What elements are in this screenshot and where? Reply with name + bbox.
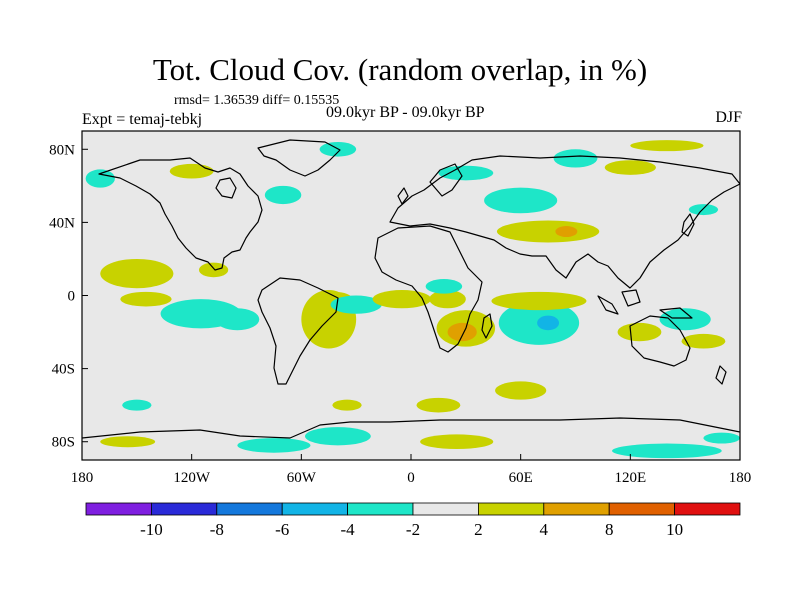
- anomaly-region: [332, 399, 362, 411]
- anomaly-region: [100, 436, 156, 448]
- anomaly-region: [555, 226, 578, 238]
- anomaly-region: [447, 322, 477, 342]
- y-tick-label: 40S: [52, 362, 75, 378]
- colorbar-label: 8: [605, 520, 614, 539]
- x-tick-label: 60E: [509, 470, 533, 486]
- coastline-antarctica: [82, 417, 740, 439]
- x-tick-label: 180: [71, 470, 94, 486]
- anomaly-region: [304, 427, 371, 446]
- anomaly-region: [372, 290, 432, 309]
- colorbar: -10 -8 -6 -4 -2 2 4 8 10: [85, 502, 741, 539]
- anomaly-region: [198, 262, 229, 278]
- anomaly-region: [495, 381, 547, 400]
- anomaly-region: [681, 333, 726, 349]
- coastline-greenland: [257, 139, 341, 177]
- y-tick-label: 40N: [49, 215, 75, 231]
- season-label: DJF: [715, 109, 742, 126]
- colorbar-bin: [150, 502, 218, 516]
- coastline-north-america: [98, 157, 263, 271]
- anomaly-region: [496, 220, 600, 243]
- y-tick-label: 80N: [49, 142, 75, 158]
- coastline-new-guinea: [659, 307, 693, 319]
- anomaly-region: [604, 160, 656, 175]
- colorbar-label: -2: [406, 520, 420, 539]
- coastline-borneo: [621, 289, 641, 307]
- coastline-eurasia: [389, 155, 740, 289]
- colorbar-bin: [608, 502, 676, 516]
- anomaly-region: [630, 140, 704, 152]
- colorbar-label: -4: [341, 520, 356, 539]
- colorbar-bin: [347, 502, 414, 516]
- colorbar-bin: [477, 502, 545, 516]
- colorbar-bin: [216, 502, 283, 516]
- colorbar-bin: [85, 502, 152, 516]
- anomaly-region: [169, 163, 214, 179]
- period-label: 09.0kyr BP - 09.0kyr BP: [326, 104, 485, 121]
- coastline-layer: [82, 139, 740, 439]
- x-tick-label: 120W: [173, 470, 211, 486]
- anomaly-region: [330, 295, 382, 314]
- rmsd-diff-label: rmsd= 1.36539 diff= 0.15535: [174, 93, 340, 108]
- colorbar-label: 4: [540, 520, 549, 539]
- coastline-south-america: [257, 277, 339, 385]
- anomaly-region: [416, 397, 461, 413]
- colorbar-label: -6: [275, 520, 289, 539]
- anomaly-region: [553, 149, 598, 168]
- colorbar-label: -10: [140, 520, 163, 539]
- anomaly-region: [659, 308, 711, 331]
- x-tick-label: 180: [729, 470, 752, 486]
- colorbar-label: -8: [210, 520, 224, 539]
- anomaly-region: [85, 169, 115, 188]
- colorbar-bin: [543, 502, 610, 516]
- coastline-british-isles: [397, 187, 409, 205]
- anomaly-region: [420, 434, 494, 450]
- colorbar-label: 10: [666, 520, 683, 539]
- colorbar-bin: [412, 502, 479, 516]
- coastline-africa: [374, 225, 483, 353]
- coastline-scandinavia: [429, 163, 463, 197]
- anomaly-region: [612, 443, 722, 459]
- x-tick-label: 60W: [287, 470, 317, 486]
- coastline-sumatra: [597, 295, 619, 315]
- anomaly-region: [537, 315, 560, 331]
- x-tick-label: 120E: [614, 470, 646, 486]
- anomaly-layer: [85, 140, 740, 459]
- colorbar-bin: [674, 502, 741, 516]
- coastline-japan: [681, 213, 695, 237]
- anomaly-region: [122, 399, 152, 411]
- anomaly-region: [617, 322, 662, 342]
- anomaly-region: [120, 291, 172, 307]
- anomaly-region: [100, 258, 174, 289]
- y-tick-label: 0: [68, 289, 76, 305]
- anomaly-region: [237, 438, 311, 453]
- anomaly-region: [491, 291, 587, 311]
- anomaly-region: [703, 432, 740, 444]
- map-title: Tot. Cloud Cov. (random overlap, in %): [152, 52, 648, 87]
- y-tick-label: 80S: [52, 435, 75, 451]
- coastline-madagascar: [481, 313, 493, 339]
- coastline-australia: [629, 315, 691, 367]
- x-tick-label: 0: [407, 470, 415, 486]
- coastline-new-zealand: [715, 365, 727, 385]
- anomaly-region: [425, 279, 463, 294]
- anomaly-region: [264, 185, 302, 205]
- colorbar-bin: [281, 502, 349, 516]
- coastline-hudson-bay: [215, 177, 237, 199]
- anomaly-region: [215, 308, 260, 331]
- experiment-label: Expt = temaj-tebkj: [82, 111, 203, 128]
- anomaly-region: [688, 204, 719, 216]
- colorbar-label: 2: [474, 520, 483, 539]
- axis-ticks: 180 120W 60W 0 60E 120E 180 80N 40N 0 40S 80S: [49, 142, 751, 486]
- anomaly-region: [429, 290, 466, 309]
- anomaly-region: [438, 165, 494, 181]
- anomaly-region: [484, 187, 558, 214]
